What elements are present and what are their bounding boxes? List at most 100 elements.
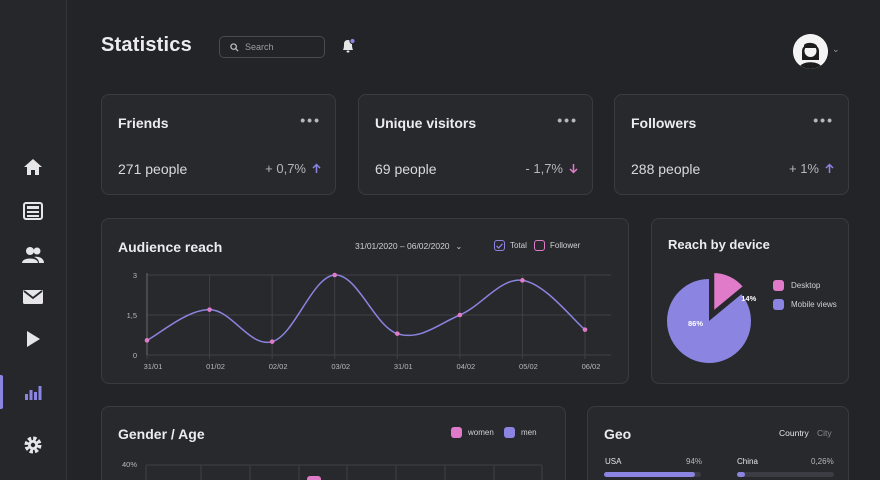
device-pie-chart: 86% 14% (667, 271, 757, 363)
data-point[interactable] (457, 312, 463, 318)
legend-total[interactable]: Total (494, 240, 527, 251)
stat-change-text: + 1% (789, 161, 819, 176)
geo-row-pct: 94% (686, 457, 703, 466)
y-tick-label: 40% (122, 460, 138, 469)
audience-title: Audience reach (118, 239, 223, 255)
stat-change: - 1,7% (525, 161, 578, 176)
legend-total-label: Total (510, 241, 527, 250)
date-range-picker[interactable]: 31/01/2020 – 06/02/2020 ⌄ (355, 241, 462, 251)
stat-title: Unique visitors (375, 115, 477, 131)
chevron-down-icon: ⌄ (455, 241, 463, 251)
x-tick-label: 31/01 (394, 362, 413, 371)
pie-label-desktop: 14% (741, 294, 756, 303)
stat-value: 288 people (631, 161, 701, 177)
users-icon[interactable] (22, 244, 44, 266)
legend-women-label: women (468, 428, 494, 437)
legend-swatch (773, 299, 784, 310)
mail-icon[interactable] (22, 286, 44, 308)
geo-bar-track (737, 472, 834, 477)
gear-icon[interactable] (22, 434, 44, 456)
tab-city[interactable]: City (817, 428, 832, 438)
legend-desktop-label: Desktop (791, 281, 821, 290)
stat-title: Friends (118, 115, 169, 131)
data-point[interactable] (144, 338, 150, 343)
geo-row-name: USA (605, 457, 622, 466)
legend-follower[interactable]: Follower (534, 240, 580, 251)
search-input[interactable]: Search (219, 36, 325, 58)
more-icon[interactable]: ••• (300, 112, 321, 128)
audience-line-chart: 0 1,5 3 31/01 01/02 02/02 03/02 31/01 04/02 05/02… (127, 271, 611, 371)
legend-men-label: men (521, 428, 537, 437)
active-indicator (0, 375, 3, 409)
stat-title: Followers (631, 115, 697, 131)
arrow-up-icon (312, 163, 321, 173)
tab-country[interactable]: Country (779, 428, 809, 438)
stat-value: 271 people (118, 161, 188, 177)
gender-title: Gender / Age (118, 426, 205, 442)
y-tick-label: 1,5 (127, 311, 137, 320)
stat-change: + 0,7% (265, 161, 321, 176)
data-point[interactable] (269, 339, 275, 344)
stat-card-friends: Friends ••• 271 people + 0,7% (101, 94, 336, 195)
checkbox-icon (494, 240, 505, 251)
search-icon (230, 42, 239, 52)
x-tick-label: 05/02 (519, 362, 538, 371)
geo-card: Geo Country City USA 94% China 0,26% (587, 406, 849, 480)
y-tick-label: 3 (133, 271, 137, 280)
arrow-down-icon (569, 164, 578, 174)
legend-mobile: Mobile views (773, 299, 837, 310)
more-icon[interactable]: ••• (813, 112, 834, 128)
stat-change-text: - 1,7% (525, 161, 563, 176)
x-tick-label: 31/01 (144, 362, 163, 371)
geo-title: Geo (604, 426, 632, 442)
geo-bar-fill (737, 472, 745, 477)
x-tick-label: 06/02 (582, 362, 601, 371)
audience-reach-card: Audience reach 31/01/2020 – 06/02/2020 ⌄… (101, 218, 629, 384)
pie-slice-desktop[interactable] (712, 271, 746, 315)
reach-by-device-card: Reach by device 86% 14% Desktop Mobile vi… (651, 218, 849, 384)
legend-swatch (773, 280, 784, 291)
avatar[interactable] (793, 34, 828, 69)
bell-icon[interactable] (340, 37, 356, 54)
pie-label-mobile: 86% (688, 319, 703, 328)
x-tick-label: 01/02 (206, 362, 225, 371)
checkbox-icon (534, 240, 545, 251)
search-placeholder: Search (245, 42, 274, 52)
x-tick-label: 04/02 (456, 362, 475, 371)
stat-change: + 1% (789, 161, 834, 176)
data-point[interactable] (207, 307, 212, 312)
date-range: 31/01/2020 – 06/02/2020 (355, 241, 450, 251)
pie-slice-mobile[interactable] (667, 279, 751, 363)
geo-bar-fill (604, 472, 695, 477)
page-title: Statistics (101, 34, 192, 56)
reach-title: Reach by device (668, 237, 770, 252)
x-tick-label: 03/02 (331, 362, 350, 371)
y-tick-label: 0 (133, 351, 137, 360)
play-icon[interactable] (22, 328, 44, 350)
series-line-total (146, 274, 586, 344)
chevron-down-icon[interactable]: ⌄ (832, 44, 840, 54)
legend-mobile-label: Mobile views (791, 300, 837, 309)
data-point[interactable] (520, 278, 525, 283)
geo-row-pct: 0,26% (811, 457, 834, 466)
home-icon[interactable] (22, 156, 44, 178)
geo-row-name: China (737, 457, 758, 466)
data-point[interactable] (394, 331, 400, 336)
bar-chart-icon[interactable] (22, 381, 44, 403)
gender-age-card: Gender / Age women men 40% (101, 406, 566, 480)
stat-change-text: + 0,7% (265, 161, 306, 176)
gender-grid (145, 464, 543, 480)
news-icon[interactable] (22, 200, 44, 222)
data-point[interactable] (582, 327, 588, 332)
arrow-up-icon (825, 163, 834, 173)
data-point[interactable] (332, 272, 338, 278)
more-icon[interactable]: ••• (557, 112, 578, 128)
legend-swatch (504, 427, 515, 438)
legend-follower-label: Follower (550, 241, 581, 250)
legend-desktop: Desktop (773, 280, 820, 291)
sidebar (0, 0, 67, 480)
stat-card-followers: Followers ••• 288 people + 1% (614, 94, 849, 195)
stat-value: 69 people (375, 161, 437, 177)
legend-men: men (504, 427, 537, 438)
legend-swatch (451, 427, 462, 438)
